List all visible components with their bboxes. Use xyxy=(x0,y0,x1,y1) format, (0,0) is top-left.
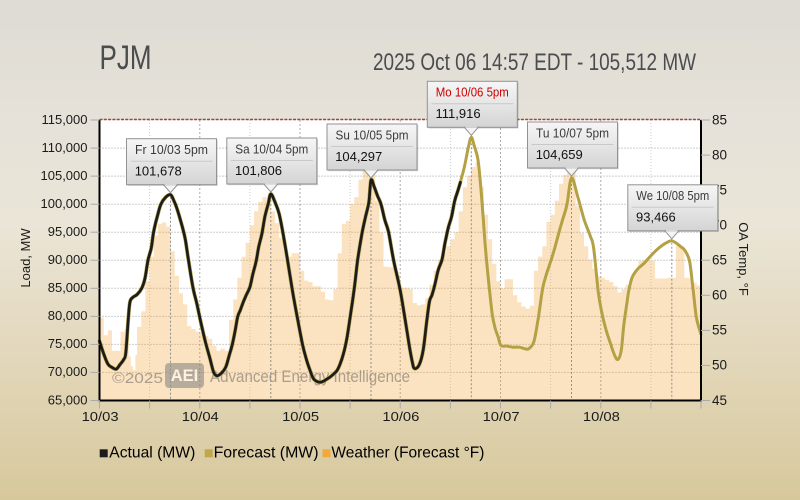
svg-text:10/05: 10/05 xyxy=(282,409,319,424)
svg-text:93,466: 93,466 xyxy=(636,210,676,225)
svg-text:AEI: AEI xyxy=(171,367,199,385)
svg-text:80: 80 xyxy=(712,147,727,162)
svg-text:104,297: 104,297 xyxy=(335,149,382,164)
svg-text:Advanced Energy Intelligence: Advanced Energy Intelligence xyxy=(210,367,410,386)
svg-text:45: 45 xyxy=(712,393,727,408)
svg-text:Actual (MW): Actual (MW) xyxy=(109,445,195,462)
svg-text:Load, MW: Load, MW xyxy=(18,228,33,288)
svg-text:Fr 10/03 5pm: Fr 10/03 5pm xyxy=(135,143,208,157)
svg-text:101,806: 101,806 xyxy=(235,163,282,178)
svg-text:Su 10/05 5pm: Su 10/05 5pm xyxy=(336,128,409,142)
svg-text:OA Temp, °F: OA Temp, °F xyxy=(736,222,751,296)
svg-text:104,659: 104,659 xyxy=(536,147,583,162)
svg-text:Tu 10/07 5pm: Tu 10/07 5pm xyxy=(536,126,609,140)
svg-text:85: 85 xyxy=(712,112,727,127)
svg-text:80,000: 80,000 xyxy=(48,308,88,323)
svg-text:55: 55 xyxy=(712,323,727,338)
svg-text:105,000: 105,000 xyxy=(41,168,88,183)
svg-text:90,000: 90,000 xyxy=(48,252,88,267)
svg-text:111,916: 111,916 xyxy=(436,106,481,121)
svg-text:65: 65 xyxy=(712,253,727,268)
svg-text:95,000: 95,000 xyxy=(48,224,88,239)
svg-text:110,000: 110,000 xyxy=(41,140,87,155)
svg-text:75,000: 75,000 xyxy=(48,336,88,351)
svg-text:Sa 10/04 5pm: Sa 10/04 5pm xyxy=(235,142,308,156)
svg-text:100,000: 100,000 xyxy=(41,196,88,211)
svg-text:10/06: 10/06 xyxy=(382,409,419,424)
svg-text:2025 Oct 06 14:57 EDT - 105,51: 2025 Oct 06 14:57 EDT - 105,512 MW xyxy=(373,49,696,76)
svg-text:Mo 10/06 5pm: Mo 10/06 5pm xyxy=(436,86,509,100)
svg-text:We 10/08 5pm: We 10/08 5pm xyxy=(636,189,709,203)
svg-text:10/03: 10/03 xyxy=(82,409,119,424)
svg-text:10/04: 10/04 xyxy=(182,409,219,424)
svg-text:PJM: PJM xyxy=(100,39,152,77)
svg-text:115,000: 115,000 xyxy=(41,112,87,127)
svg-text:60: 60 xyxy=(712,288,727,303)
svg-text:50: 50 xyxy=(712,358,727,373)
svg-text:10/08: 10/08 xyxy=(583,409,620,424)
svg-text:Forecast (MW): Forecast (MW) xyxy=(214,445,319,462)
svg-text:©2025: ©2025 xyxy=(112,370,163,387)
svg-text:Weather (Forecast °F): Weather (Forecast °F) xyxy=(331,445,484,462)
svg-text:65,000: 65,000 xyxy=(48,392,88,407)
svg-text:85,000: 85,000 xyxy=(48,280,88,295)
svg-text:10/07: 10/07 xyxy=(483,409,520,424)
svg-text:101,678: 101,678 xyxy=(135,164,182,179)
svg-text:70,000: 70,000 xyxy=(48,364,88,379)
